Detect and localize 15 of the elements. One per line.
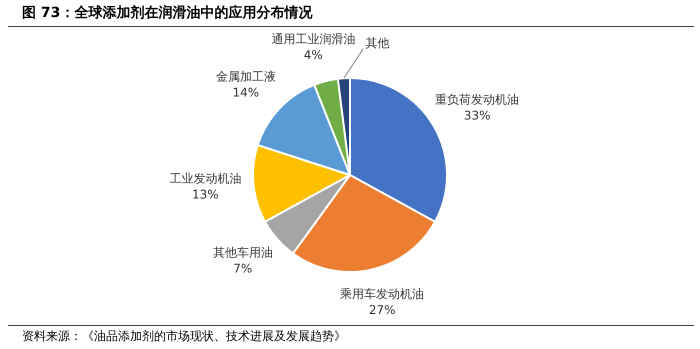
data-label: 7% [233,262,252,276]
data-label: 4% [304,48,323,62]
data-label: 13% [192,187,219,202]
data-label: 33% [464,108,491,122]
data-label: 27% [368,302,396,317]
text: 资料来源：《油品添加剂的市场现状、技术进展及发展趋势》 [8,325,694,346]
chart-title: 图 73：全球添加剂在润滑油中的应用分布情况 [8,0,694,27]
slice-label: 重负荷发动机油 [435,92,520,106]
slice-label: 其他车用油 [212,246,273,260]
slice-label: 工业发动机油 [169,171,242,186]
slice-label: 其他 [365,36,390,50]
slice-label: 金属加工液 [216,69,276,84]
data-label: 14% [232,85,260,100]
slice-label: 乘用车发动机油 [340,286,424,301]
slice-label: 通用工业润滑油 [271,32,356,46]
